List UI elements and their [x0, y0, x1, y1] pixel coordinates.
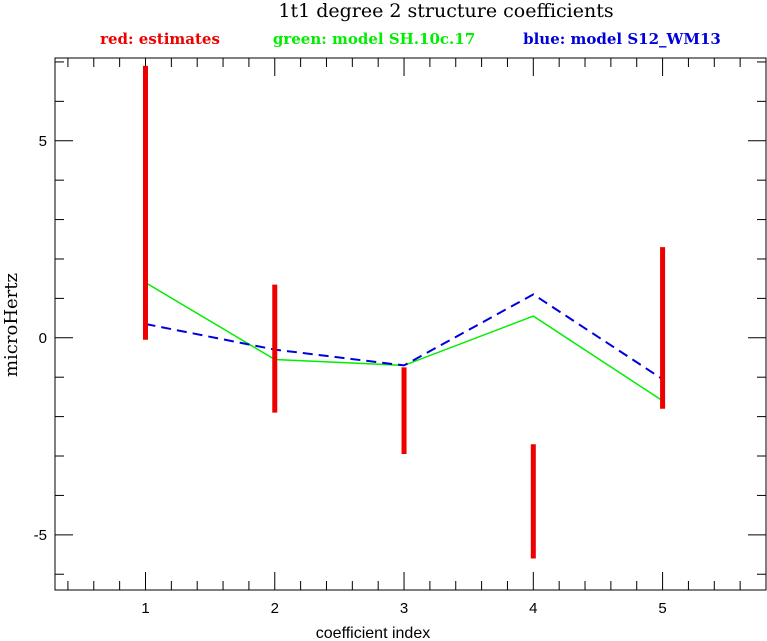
plot-area: -5 0 5 1 2 3 4 5 — [34, 57, 767, 617]
y-axis-label: microHertz — [1, 273, 22, 377]
chart-title: 1t1 degree 2 structure coefficients — [278, 0, 613, 22]
y-tick-label: -5 — [34, 527, 47, 544]
y-tick-label: 5 — [39, 133, 47, 150]
x-tick-label: 3 — [400, 600, 408, 617]
x-axis-label: coefficient index — [316, 625, 430, 641]
x-tick-label: 4 — [529, 600, 537, 617]
legend-model-sh10c17: green: model SH.10c.17 — [273, 30, 475, 48]
legend-estimates: red: estimates — [100, 30, 220, 48]
legend-model-s12wm13: blue: model S12_WM13 — [523, 30, 721, 48]
series-line-2 — [145, 293, 664, 381]
x-tick-label: 2 — [271, 600, 279, 617]
x-tick-label: 1 — [141, 600, 149, 617]
x-tick-label: 5 — [658, 600, 666, 617]
y-tick-label: 0 — [39, 330, 47, 347]
plot-frame — [54, 57, 767, 591]
